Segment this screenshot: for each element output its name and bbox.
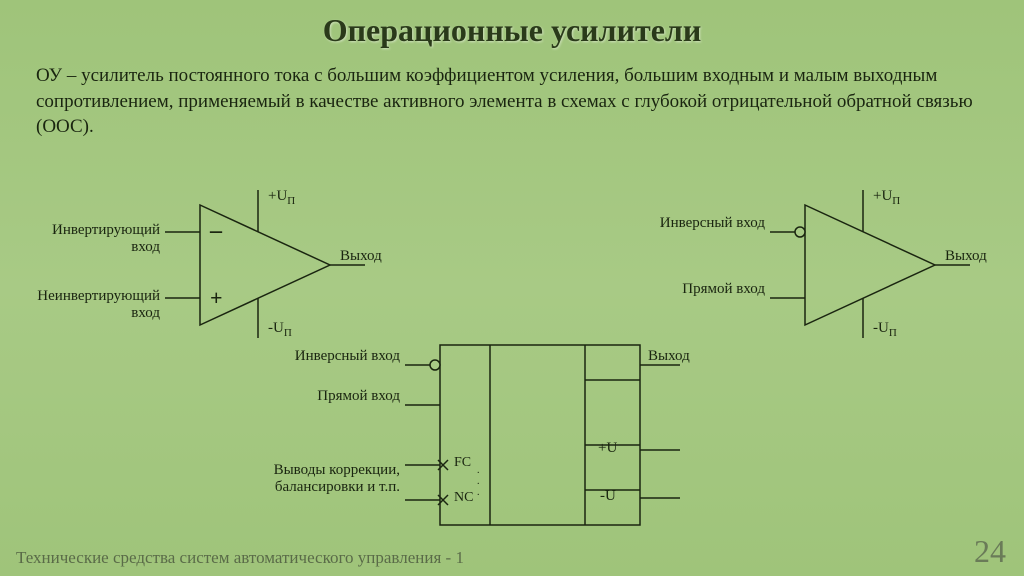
right-out-label: Выход	[945, 248, 987, 265]
slide: Операционные усилители ОУ – усилитель по…	[0, 0, 1024, 576]
right-inv-label: Инверсный вход	[645, 215, 765, 232]
block-fc-label: FC	[454, 455, 471, 470]
right-direct-label: Прямой вход	[645, 281, 765, 298]
block-uplus-label: +U	[598, 440, 617, 457]
plus-sign: +	[210, 286, 223, 310]
page-number: 24	[974, 533, 1006, 570]
left-vplus-label: +UП	[268, 188, 295, 207]
block-inv-label: Инверсный вход	[275, 348, 400, 365]
left-out-label: Выход	[340, 248, 382, 265]
minus-sign: –	[210, 218, 222, 244]
block-corr-label: Выводы коррекции, балансировки и т.п.	[240, 462, 400, 495]
block-nc-label: NC	[454, 490, 473, 505]
block-direct-label: Прямой вход	[275, 388, 400, 405]
right-vplus-label: +UП	[873, 188, 900, 207]
left-noninv-label: Неинвертирующий вход	[30, 288, 160, 321]
block-uminus-label: -U	[600, 488, 616, 505]
right-vminus-label: -UП	[873, 320, 897, 339]
left-inv-label: Инвертирующий вход	[30, 222, 160, 255]
block-out-label: Выход	[648, 348, 690, 365]
footer-text: Технические средства систем автоматическ…	[16, 548, 464, 568]
block-dots: ...	[477, 465, 480, 498]
left-vminus-label: -UП	[268, 320, 292, 339]
